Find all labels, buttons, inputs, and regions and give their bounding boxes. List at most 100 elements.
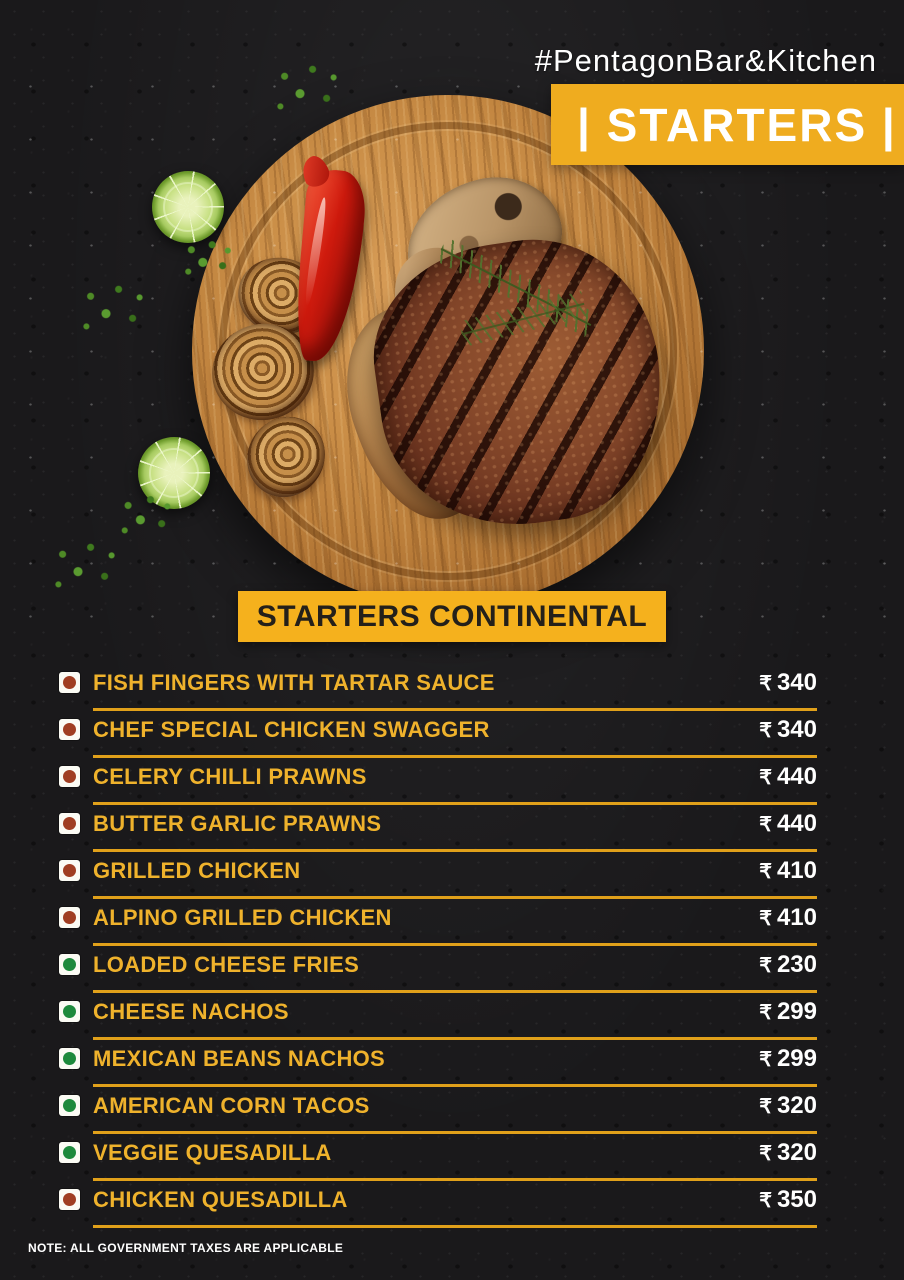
fssai-dot bbox=[63, 676, 76, 689]
item-price-amount: 340 bbox=[776, 716, 817, 743]
menu-item-row: GRILLED CHICKEN ₹ 410 bbox=[59, 858, 817, 899]
menu-item-content: FISH FINGERS WITH TARTAR SAUCE ₹ 340 bbox=[93, 670, 817, 711]
menu-item-content: CHEESE NACHOS ₹ 299 bbox=[93, 999, 817, 1040]
menu-item-content: CHICKEN QUESADILLA ₹ 350 bbox=[93, 1187, 817, 1228]
menu-item-row: ALPINO GRILLED CHICKEN ₹ 410 bbox=[59, 905, 817, 946]
menu-item-content: BUTTER GARLIC PRAWNS ₹ 440 bbox=[93, 811, 817, 852]
item-price-amount: 320 bbox=[776, 1139, 817, 1166]
fssai-dot bbox=[63, 817, 76, 830]
food-type-indicator-icon bbox=[59, 907, 80, 928]
food-type-indicator-icon bbox=[59, 1001, 80, 1022]
item-name: CHICKEN QUESADILLA bbox=[93, 1187, 348, 1212]
item-price-amount: 230 bbox=[776, 951, 817, 978]
menu-item-content: VEGGIE QUESADILLA ₹ 320 bbox=[93, 1140, 817, 1181]
food-type-indicator-icon bbox=[59, 672, 80, 693]
currency-symbol: ₹ bbox=[759, 955, 772, 977]
restaurant-hashtag: #PentagonBar&Kitchen bbox=[534, 43, 877, 78]
item-price: ₹ 230 bbox=[759, 952, 817, 979]
tax-note: NOTE: ALL GOVERNMENT TAXES ARE APPLICABL… bbox=[28, 1241, 344, 1255]
food-type-indicator-icon bbox=[59, 1142, 80, 1163]
fssai-dot bbox=[63, 770, 76, 783]
currency-symbol: ₹ bbox=[759, 814, 772, 836]
menu-item-row: LOADED CHEESE FRIES ₹ 230 bbox=[59, 952, 817, 993]
item-price-amount: 410 bbox=[776, 904, 817, 931]
currency-symbol: ₹ bbox=[759, 1002, 772, 1024]
currency-symbol: ₹ bbox=[759, 1143, 772, 1165]
currency-symbol: ₹ bbox=[759, 720, 772, 742]
grilled-steak bbox=[320, 162, 679, 543]
item-price-amount: 440 bbox=[776, 763, 817, 790]
item-price-amount: 440 bbox=[776, 810, 817, 837]
item-price-amount: 299 bbox=[776, 998, 817, 1025]
herb-garnish bbox=[78, 280, 148, 338]
item-price-amount: 320 bbox=[776, 1092, 817, 1119]
menu-item-row: CHEF SPECIAL CHICKEN SWAGGER ₹ 340 bbox=[59, 717, 817, 758]
menu-item-row: CHEESE NACHOS ₹ 299 bbox=[59, 999, 817, 1040]
currency-symbol: ₹ bbox=[759, 767, 772, 789]
item-name: CHEESE NACHOS bbox=[93, 999, 289, 1024]
item-price: ₹ 350 bbox=[759, 1187, 817, 1214]
food-type-indicator-icon bbox=[59, 719, 80, 740]
food-type-indicator-icon bbox=[59, 860, 80, 881]
currency-symbol: ₹ bbox=[759, 673, 772, 695]
section-title-banner: STARTERS CONTINENTAL bbox=[238, 591, 666, 642]
menu-item-content: AMERICAN CORN TACOS ₹ 320 bbox=[93, 1093, 817, 1134]
starters-banner-title: | STARTERS | bbox=[577, 98, 897, 151]
item-name: MEXICAN BEANS NACHOS bbox=[93, 1046, 386, 1071]
currency-symbol: ₹ bbox=[759, 1190, 772, 1212]
fssai-dot bbox=[63, 1005, 76, 1018]
item-name: GRILLED CHICKEN bbox=[93, 858, 301, 883]
lime-slice bbox=[138, 437, 210, 509]
currency-symbol: ₹ bbox=[759, 908, 772, 930]
menu-items: FISH FINGERS WITH TARTAR SAUCE ₹ 340 CHE… bbox=[59, 670, 817, 1234]
fssai-dot bbox=[63, 911, 76, 924]
item-name: CHEF SPECIAL CHICKEN SWAGGER bbox=[93, 717, 490, 742]
currency-symbol: ₹ bbox=[759, 861, 772, 883]
item-name: BUTTER GARLIC PRAWNS bbox=[93, 811, 382, 836]
menu-item-content: MEXICAN BEANS NACHOS ₹ 299 bbox=[93, 1046, 817, 1087]
item-price: ₹ 340 bbox=[759, 670, 817, 697]
food-type-indicator-icon bbox=[59, 766, 80, 787]
item-price: ₹ 299 bbox=[759, 999, 817, 1026]
lime-slice bbox=[152, 171, 224, 243]
item-name: VEGGIE QUESADILLA bbox=[93, 1140, 332, 1165]
food-type-indicator-icon bbox=[59, 954, 80, 975]
menu-item-row: VEGGIE QUESADILLA ₹ 320 bbox=[59, 1140, 817, 1181]
item-price-amount: 350 bbox=[776, 1186, 817, 1213]
menu-item-content: LOADED CHEESE FRIES ₹ 230 bbox=[93, 952, 817, 993]
section-title: STARTERS CONTINENTAL bbox=[256, 599, 648, 633]
currency-symbol: ₹ bbox=[759, 1096, 772, 1118]
item-price: ₹ 440 bbox=[759, 811, 817, 838]
item-price: ₹ 440 bbox=[759, 764, 817, 791]
fssai-dot bbox=[63, 1193, 76, 1206]
currency-symbol: ₹ bbox=[759, 1049, 772, 1071]
menu-item-row: FISH FINGERS WITH TARTAR SAUCE ₹ 340 bbox=[59, 670, 817, 711]
food-type-indicator-icon bbox=[59, 1048, 80, 1069]
fssai-dot bbox=[63, 1099, 76, 1112]
menu-item-content: GRILLED CHICKEN ₹ 410 bbox=[93, 858, 817, 899]
food-type-indicator-icon bbox=[59, 813, 80, 834]
menu-item-row: CHICKEN QUESADILLA ₹ 350 bbox=[59, 1187, 817, 1228]
item-price-amount: 340 bbox=[776, 669, 817, 696]
item-price: ₹ 410 bbox=[759, 858, 817, 885]
fssai-dot bbox=[63, 1052, 76, 1065]
item-price-amount: 299 bbox=[776, 1045, 817, 1072]
item-price-amount: 410 bbox=[776, 857, 817, 884]
item-price: ₹ 410 bbox=[759, 905, 817, 932]
menu-item-content: ALPINO GRILLED CHICKEN ₹ 410 bbox=[93, 905, 817, 946]
menu-item-row: MEXICAN BEANS NACHOS ₹ 299 bbox=[59, 1046, 817, 1087]
item-name: ALPINO GRILLED CHICKEN bbox=[93, 905, 392, 930]
menu-item-row: AMERICAN CORN TACOS ₹ 320 bbox=[59, 1093, 817, 1134]
fssai-dot bbox=[63, 958, 76, 971]
food-type-indicator-icon bbox=[59, 1189, 80, 1210]
herb-garnish bbox=[272, 60, 342, 118]
item-price: ₹ 340 bbox=[759, 717, 817, 744]
fssai-dot bbox=[63, 1146, 76, 1159]
fssai-dot bbox=[63, 864, 76, 877]
menu-item-content: CHEF SPECIAL CHICKEN SWAGGER ₹ 340 bbox=[93, 717, 817, 758]
menu-item-content: CELERY CHILLI PRAWNS ₹ 440 bbox=[93, 764, 817, 805]
herb-garnish bbox=[50, 538, 120, 596]
item-name: FISH FINGERS WITH TARTAR SAUCE bbox=[93, 670, 495, 695]
item-name: LOADED CHEESE FRIES bbox=[93, 952, 360, 977]
